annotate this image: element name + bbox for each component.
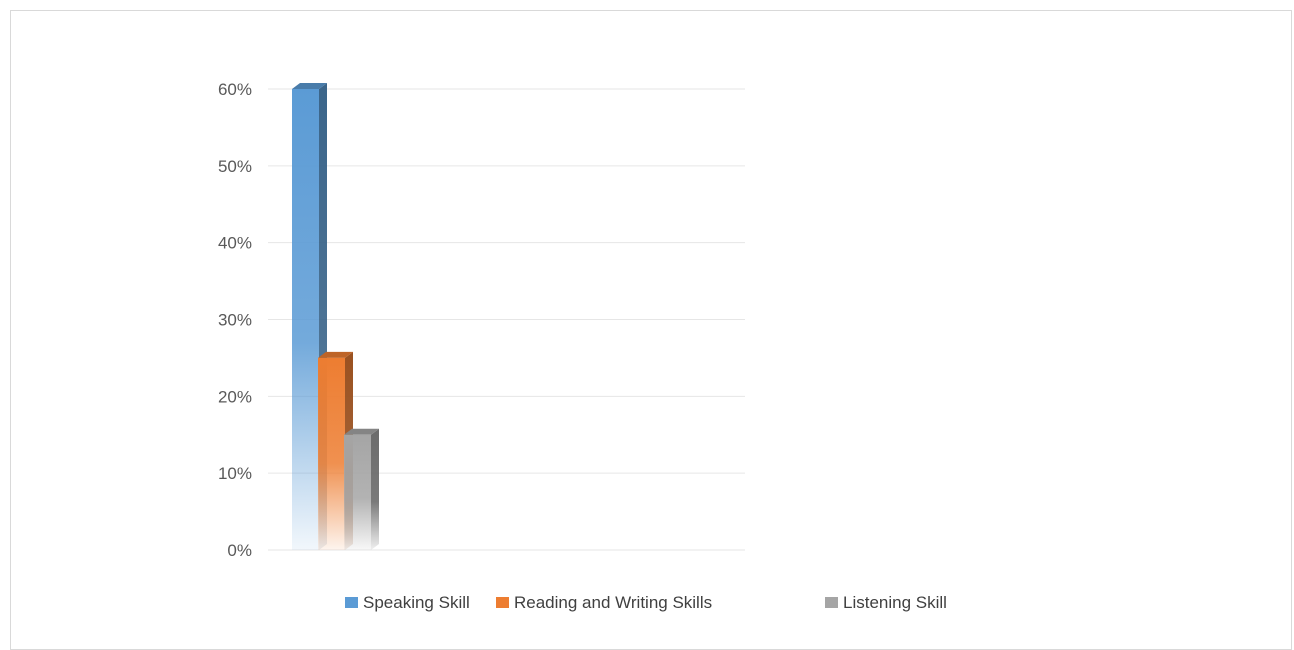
chart-frame: [10, 10, 1292, 650]
legend-label: Reading and Writing Skills: [514, 593, 712, 612]
y-tick-label: 50%: [218, 157, 252, 176]
legend: Speaking Skill Reading and Writing Skills…: [345, 593, 947, 612]
y-tick-label: 40%: [218, 234, 252, 253]
legend-item: Listening Skill: [825, 593, 947, 612]
legend-item: Reading and Writing Skills: [496, 593, 712, 612]
y-tick-label: 10%: [218, 464, 252, 483]
legend-label: Listening Skill: [843, 593, 947, 612]
y-axis-tick-labels: 0% 10% 20% 30% 40% 50% 60%: [218, 80, 252, 560]
y-tick-label: 0%: [227, 541, 252, 560]
legend-label: Speaking Skill: [363, 593, 470, 612]
legend-swatch: [496, 597, 509, 608]
bar-listening-skill: [344, 428, 379, 550]
y-tick-label: 30%: [218, 311, 252, 330]
y-tick-label: 20%: [218, 387, 252, 406]
legend-swatch: [825, 597, 838, 608]
legend-item: Speaking Skill: [345, 593, 470, 612]
legend-swatch: [345, 597, 358, 608]
bars: [292, 83, 379, 550]
y-tick-label: 60%: [218, 80, 252, 99]
